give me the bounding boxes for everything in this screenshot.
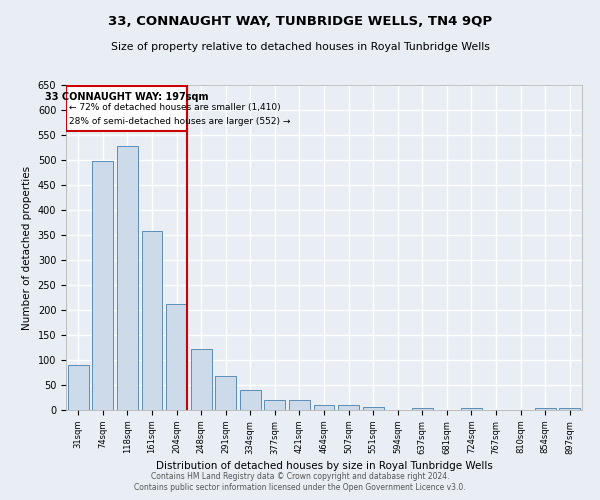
Bar: [215, 376, 236, 410]
Bar: [559, 408, 580, 410]
Bar: [338, 404, 359, 410]
Bar: [265, 400, 286, 410]
Bar: [412, 408, 433, 410]
Text: ← 72% of detached houses are smaller (1,410): ← 72% of detached houses are smaller (1,…: [69, 104, 281, 112]
X-axis label: Distribution of detached houses by size in Royal Tunbridge Wells: Distribution of detached houses by size …: [155, 460, 493, 470]
Bar: [461, 408, 482, 410]
Text: Contains HM Land Registry data © Crown copyright and database right 2024.: Contains HM Land Registry data © Crown c…: [151, 472, 449, 481]
Text: Size of property relative to detached houses in Royal Tunbridge Wells: Size of property relative to detached ho…: [110, 42, 490, 52]
Text: 33, CONNAUGHT WAY, TUNBRIDGE WELLS, TN4 9QP: 33, CONNAUGHT WAY, TUNBRIDGE WELLS, TN4 …: [108, 15, 492, 28]
Bar: [68, 365, 89, 410]
Y-axis label: Number of detached properties: Number of detached properties: [22, 166, 32, 330]
Text: 28% of semi-detached houses are larger (552) →: 28% of semi-detached houses are larger (…: [69, 117, 290, 126]
Bar: [92, 162, 113, 410]
Bar: [166, 304, 187, 410]
FancyBboxPatch shape: [67, 86, 187, 131]
Bar: [362, 407, 383, 410]
Bar: [314, 404, 334, 410]
Text: 33 CONNAUGHT WAY: 197sqm: 33 CONNAUGHT WAY: 197sqm: [45, 92, 209, 102]
Bar: [191, 349, 212, 410]
Bar: [142, 232, 163, 410]
Bar: [117, 146, 138, 410]
Bar: [535, 408, 556, 410]
Bar: [289, 400, 310, 410]
Text: Contains public sector information licensed under the Open Government Licence v3: Contains public sector information licen…: [134, 484, 466, 492]
Bar: [240, 390, 261, 410]
